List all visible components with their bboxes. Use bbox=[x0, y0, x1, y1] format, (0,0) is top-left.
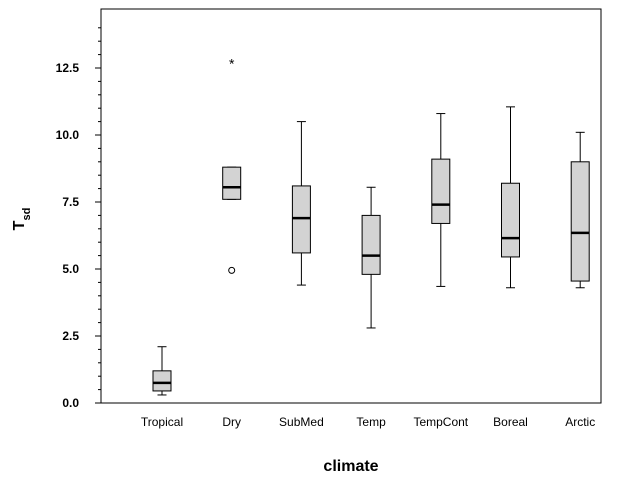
plot-border bbox=[100, 8, 602, 404]
y-axis-title-subscript: sd bbox=[21, 208, 33, 221]
y-tick-label: 0.0 bbox=[62, 396, 79, 410]
y-tick-label: 2.5 bbox=[62, 329, 79, 343]
y-axis-title: Tsd bbox=[11, 208, 33, 231]
boxes-group: * bbox=[152, 56, 590, 396]
y-tick-label: 12.5 bbox=[56, 61, 80, 75]
y-axis: 0.0 2.5 5.0 7.5 10.0 12.5 bbox=[56, 27, 101, 410]
x-axis-title: climate bbox=[323, 458, 378, 475]
extreme-point: * bbox=[229, 56, 235, 72]
x-tick-label: SubMed bbox=[279, 415, 324, 429]
x-tick-label: Boreal bbox=[493, 415, 528, 429]
box-dry: * bbox=[222, 56, 242, 274]
iqr-box bbox=[501, 182, 520, 258]
x-axis: Tropical Dry SubMed Temp TempCont Boreal Arcti… bbox=[141, 415, 595, 429]
iqr-box bbox=[361, 214, 381, 275]
iqr-box bbox=[152, 370, 172, 392]
y-tick-label: 5.0 bbox=[62, 262, 79, 276]
y-tick-label: 7.5 bbox=[62, 195, 79, 209]
x-tick-label: Temp bbox=[356, 415, 386, 429]
box-temp bbox=[361, 186, 381, 329]
y-axis-title-main: T bbox=[11, 220, 28, 230]
plot-frame bbox=[100, 8, 602, 404]
x-tick-label: Tropical bbox=[141, 415, 183, 429]
box-tempcont bbox=[431, 113, 451, 287]
box-tropical bbox=[152, 346, 172, 396]
iqr-box bbox=[222, 166, 242, 200]
x-tick-label: Dry bbox=[222, 415, 241, 429]
y-tick-label: 10.0 bbox=[56, 128, 80, 142]
x-tick-label: TempCont bbox=[413, 415, 468, 429]
box-arctic bbox=[570, 131, 590, 289]
box-submed bbox=[291, 121, 311, 286]
x-tick-label: Arctic bbox=[565, 415, 595, 429]
iqr-box bbox=[291, 185, 311, 254]
outlier-point bbox=[228, 266, 236, 274]
box-boreal bbox=[501, 106, 520, 289]
iqr-box bbox=[570, 161, 590, 282]
iqr-box bbox=[431, 158, 451, 224]
